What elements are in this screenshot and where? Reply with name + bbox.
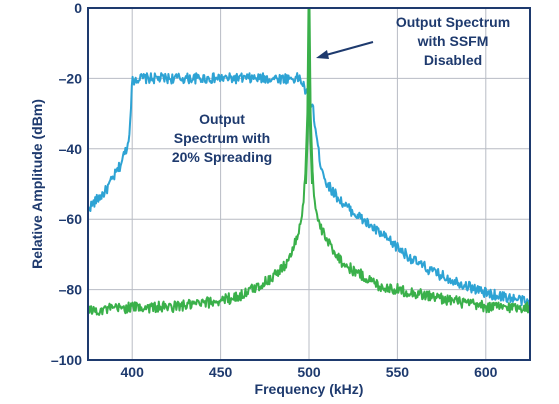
annotation-ssfm-line: with SSFM xyxy=(417,33,489,49)
y-tick-label: 0 xyxy=(74,0,82,16)
x-tick-label: 450 xyxy=(209,364,233,380)
annotation-spread-line: 20% Spreading xyxy=(172,149,272,165)
y-tick-labels: 0 –20 –40 –60 –80 –100 xyxy=(51,0,82,368)
y-tick-label: –80 xyxy=(59,282,83,298)
y-tick-label: –20 xyxy=(59,70,83,86)
x-axis-title: Frequency (kHz) xyxy=(255,381,364,397)
annotation-arrow xyxy=(316,41,374,59)
x-tick-label: 550 xyxy=(386,364,410,380)
annotation-ssfm-line: Disabled xyxy=(424,52,482,68)
x-tick-labels: 400 450 500 550 600 xyxy=(121,364,498,380)
y-tick-label: –40 xyxy=(59,141,83,157)
x-tick-label: 600 xyxy=(474,364,498,380)
annotation-spread-line: Spectrum with xyxy=(174,130,270,146)
annotation-spread-line: Output xyxy=(199,111,245,127)
annotations: Output Spectrum with SSFM Disabled Output Sp… xyxy=(172,14,510,165)
plot-frame xyxy=(87,7,531,361)
annotation-ssfm-line: Output Spectrum xyxy=(396,14,510,30)
x-tick-label: 500 xyxy=(297,364,321,380)
y-tick-label: –100 xyxy=(51,352,82,368)
y-axis-title: Relative Amplitude (dBm) xyxy=(29,99,45,269)
y-tick-label: –60 xyxy=(59,211,83,227)
x-tick-label: 400 xyxy=(121,364,145,380)
